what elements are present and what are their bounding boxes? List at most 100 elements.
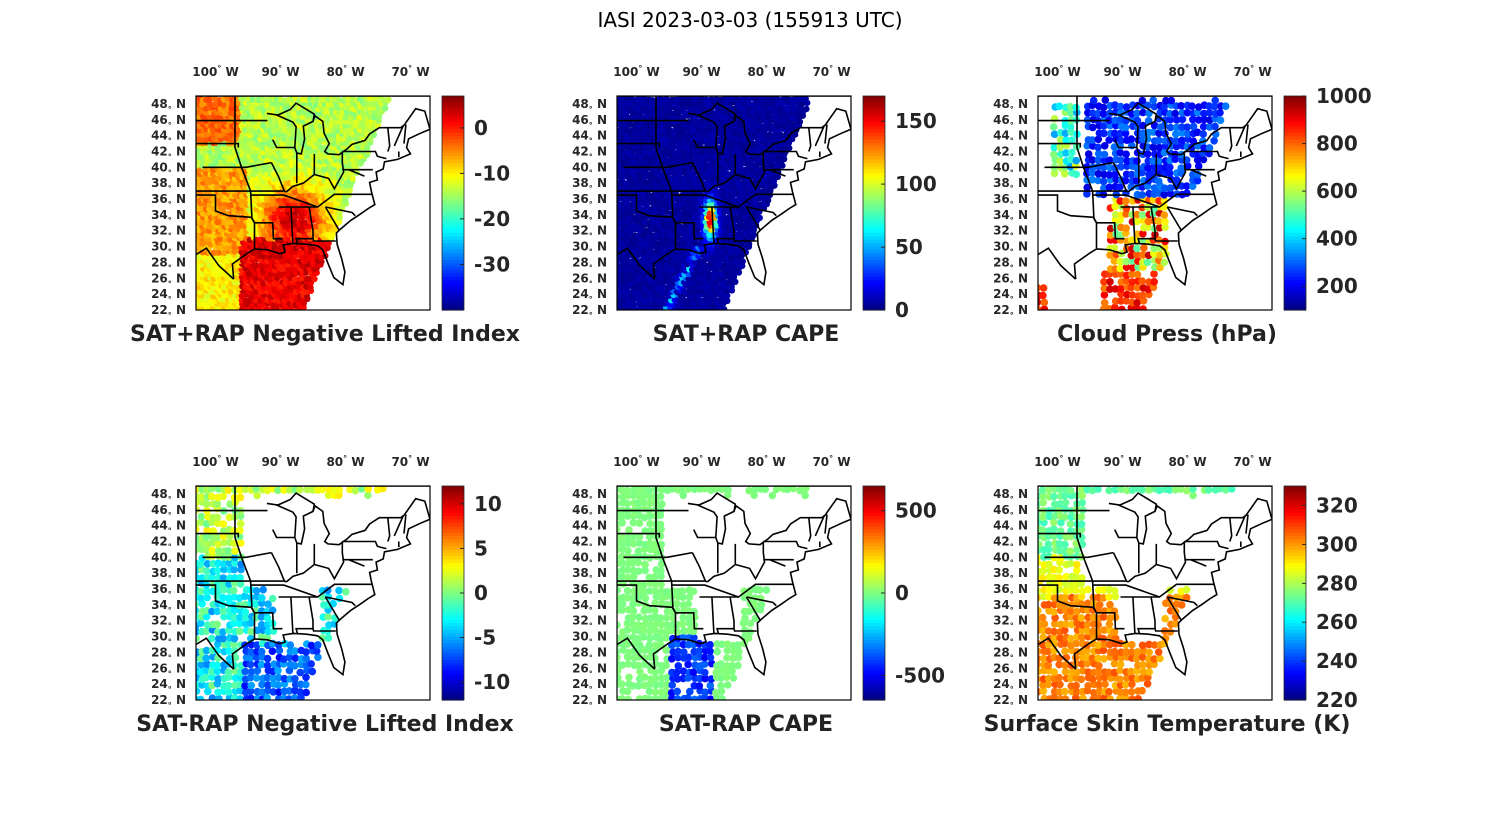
data-point <box>1154 177 1163 186</box>
lat-tick-label: 32° N <box>151 224 186 241</box>
data-point <box>745 240 753 248</box>
colorbar-segment <box>442 236 464 241</box>
data-point <box>1155 143 1163 152</box>
colorbar-segment <box>442 99 464 104</box>
data-point <box>249 149 257 156</box>
data-points <box>617 96 811 310</box>
data-point <box>329 231 336 238</box>
data-point <box>252 288 260 295</box>
lat-tick-label: 24° N <box>572 287 607 304</box>
data-point <box>1099 177 1108 186</box>
data-point <box>1199 130 1207 138</box>
colorbar-segment <box>442 196 464 201</box>
lat-tick-label: 38° N <box>993 176 1028 193</box>
data-point <box>281 126 288 134</box>
colorbar-segment <box>442 162 464 167</box>
data-point <box>285 222 292 229</box>
data-point <box>1050 150 1058 159</box>
data-point <box>260 280 267 287</box>
state-boundary <box>808 127 812 152</box>
data-point <box>277 96 285 103</box>
colorbar-segment <box>863 303 885 308</box>
colorbar-tick-label: 0 <box>474 116 488 140</box>
axis-ticks: 100° W 90° W 80° W 70° W48° N46° N44° N42° … <box>151 64 430 320</box>
colorbar-segment <box>442 126 464 131</box>
data-point <box>1133 164 1141 172</box>
lon-tick-label: 80° W <box>747 64 785 79</box>
colorbar-segment <box>863 169 885 174</box>
lat-tick-label: 34° N <box>993 208 1028 225</box>
colorbar-segment <box>442 119 464 124</box>
data-point <box>1150 270 1158 278</box>
colorbar-segment <box>442 209 464 214</box>
data-point <box>292 96 299 102</box>
state-boundary <box>325 206 356 217</box>
lat-tick-label: 32° N <box>993 224 1028 241</box>
data-point <box>1039 284 1048 292</box>
lat-tick-label: 22° N <box>993 303 1028 320</box>
colorbar-segment <box>442 192 464 197</box>
data-point <box>1216 116 1225 125</box>
data-point <box>706 231 713 238</box>
data-point <box>642 218 649 225</box>
data-point <box>1122 204 1131 213</box>
data-point <box>324 188 331 195</box>
lat-tick-label: 32° N <box>572 224 607 241</box>
data-point <box>335 96 342 104</box>
colorbar-segment <box>863 233 885 238</box>
data-point <box>356 114 363 121</box>
data-point <box>1205 144 1214 152</box>
data-point <box>336 210 343 217</box>
data-point <box>756 214 763 222</box>
state-boundary <box>824 124 828 144</box>
state-boundary <box>1038 194 1098 249</box>
data-point <box>624 288 631 295</box>
data-point <box>1138 191 1146 199</box>
data-point <box>713 249 720 257</box>
data-point <box>1116 264 1124 273</box>
panel-cloud-press: 100° W 90° W 80° W 70° W48° N46° N44° N42° … <box>993 64 1372 347</box>
state-boundary <box>254 222 283 240</box>
data-point <box>695 231 702 238</box>
data-point <box>1072 103 1080 112</box>
state-boundary <box>266 102 316 122</box>
colorbar-segment <box>442 102 464 107</box>
data-point <box>1122 197 1130 205</box>
lat-tick-label: 34° N <box>572 208 607 225</box>
state-boundary <box>196 142 240 148</box>
map-frame-border <box>195 95 431 311</box>
colorbar-segment <box>442 172 464 177</box>
data-point <box>367 136 374 143</box>
lat-tick-label: 22° N <box>151 303 186 320</box>
lat-tick-label: 44° N <box>151 129 186 146</box>
data-point <box>1100 150 1109 159</box>
lat-tick-label: 36° N <box>572 192 607 209</box>
data-point <box>364 144 371 151</box>
data-point <box>1166 163 1174 172</box>
data-point <box>1133 270 1142 279</box>
lat-tick-label: 44° N <box>572 129 607 146</box>
data-point <box>209 196 217 203</box>
colorbar-segment <box>442 263 464 268</box>
data-point <box>1160 258 1168 267</box>
colorbar-segment <box>442 96 464 100</box>
lat-tick-label: 48° N <box>151 97 186 114</box>
data-point <box>688 149 695 156</box>
data-point <box>227 201 235 209</box>
data-point <box>210 166 217 174</box>
data-point <box>755 188 763 195</box>
colorbar-segment <box>442 286 464 291</box>
data-point <box>252 262 260 269</box>
data-point <box>1100 299 1109 307</box>
colorbar-segment <box>442 149 464 154</box>
data-point <box>620 179 627 187</box>
colorbar-tick-label: 150 <box>895 109 937 133</box>
colorbar-segment <box>1284 106 1306 110</box>
colorbar-segment <box>442 122 464 127</box>
data-point <box>238 201 246 209</box>
data-point <box>296 136 303 143</box>
state-boundary <box>1166 206 1182 231</box>
data-point <box>271 214 278 222</box>
